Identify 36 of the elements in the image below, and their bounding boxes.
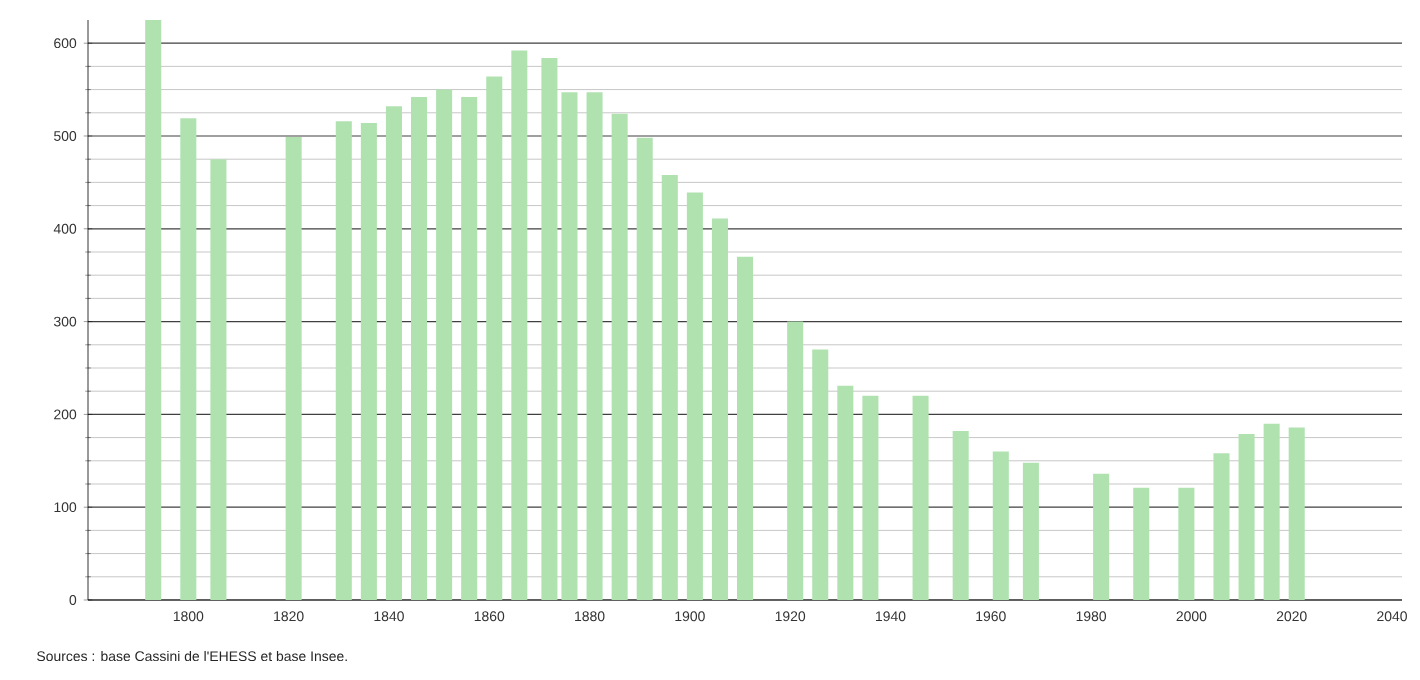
bar bbox=[661, 174, 678, 600]
bar bbox=[1263, 423, 1280, 600]
bar bbox=[411, 97, 428, 600]
bar bbox=[436, 89, 453, 600]
bar bbox=[335, 121, 352, 600]
bar bbox=[837, 385, 854, 600]
bar bbox=[711, 218, 728, 600]
bar bbox=[385, 106, 402, 600]
bar bbox=[1238, 433, 1255, 600]
bar bbox=[145, 19, 162, 600]
bar bbox=[486, 76, 503, 600]
bar bbox=[812, 349, 829, 600]
bar bbox=[461, 97, 478, 600]
bar bbox=[611, 113, 628, 600]
bar bbox=[1288, 427, 1305, 600]
bar bbox=[787, 321, 804, 600]
bar bbox=[1133, 487, 1150, 600]
bar bbox=[1178, 487, 1195, 600]
bar bbox=[561, 92, 578, 600]
bar bbox=[541, 58, 558, 600]
bar bbox=[912, 395, 929, 600]
bar bbox=[586, 92, 603, 600]
bar bbox=[180, 118, 197, 600]
bar bbox=[636, 137, 653, 600]
bar bbox=[736, 256, 754, 600]
bar bbox=[862, 395, 879, 600]
bar bbox=[686, 192, 703, 600]
bar bbox=[952, 431, 969, 600]
bar bbox=[210, 159, 227, 600]
bar bbox=[360, 122, 377, 600]
bar bbox=[992, 451, 1009, 600]
bar bbox=[1093, 473, 1110, 600]
bar bbox=[285, 136, 302, 600]
bar bbox=[511, 50, 528, 600]
bar bbox=[1213, 453, 1230, 600]
bar bbox=[1022, 462, 1039, 600]
